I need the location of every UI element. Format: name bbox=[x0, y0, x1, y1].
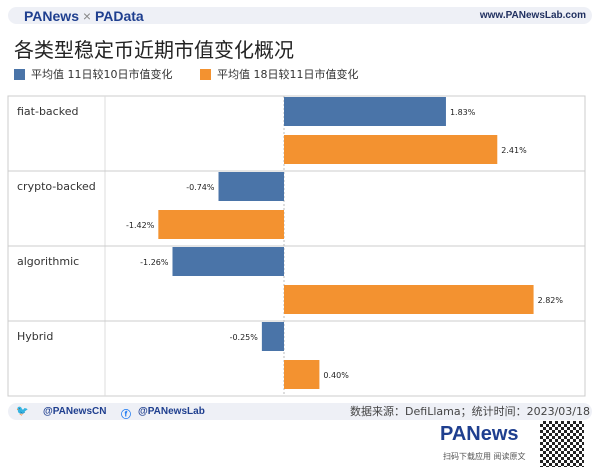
data-label: 0.40% bbox=[323, 371, 349, 380]
bar bbox=[172, 247, 284, 276]
legend-swatch bbox=[14, 68, 25, 80]
bar bbox=[284, 360, 320, 389]
chart-title: 各类型稳定币近期市值变化概况 bbox=[14, 38, 294, 62]
bar bbox=[284, 285, 534, 314]
logo2-text: PAData bbox=[94, 8, 144, 24]
data-label: 2.41% bbox=[501, 146, 527, 155]
bar bbox=[158, 210, 284, 239]
category-label: algorithmic bbox=[17, 255, 79, 268]
data-label: -0.25% bbox=[230, 333, 259, 342]
bar bbox=[261, 322, 284, 351]
category-label: Hybrid bbox=[17, 330, 53, 343]
category-label: fiat-backed bbox=[17, 105, 78, 118]
footer-bar: 🐦 @PANewsCN ⓕ @PANewsLab bbox=[8, 403, 592, 421]
logo-sep: × bbox=[82, 8, 92, 24]
bar bbox=[284, 97, 446, 126]
legend-item-2: 平均值 18日较11日市值变化 bbox=[200, 66, 359, 82]
qr-code[interactable] bbox=[540, 421, 584, 467]
data-label: 1.83% bbox=[450, 108, 476, 117]
data-label: -1.26% bbox=[140, 258, 169, 267]
legend-item-1: 平均值 11日较10日市值变化 bbox=[14, 66, 173, 82]
data-label: -1.42% bbox=[126, 221, 155, 230]
bar bbox=[218, 172, 284, 201]
scan-text: 扫码下载应用 阅读原文 bbox=[443, 452, 526, 461]
bar bbox=[284, 135, 498, 164]
site-url[interactable]: www.PANewsLab.com bbox=[479, 10, 586, 21]
brand-logo: PANews bbox=[440, 423, 519, 445]
logo: PANews × PAData bbox=[24, 8, 144, 24]
data-label: -0.74% bbox=[186, 183, 215, 192]
legend-label: 平均值 18日较11日市值变化 bbox=[217, 68, 359, 81]
twitter-icon: 🐦 bbox=[16, 406, 29, 417]
header-bar bbox=[8, 7, 592, 24]
legend-label: 平均值 11日较10日市值变化 bbox=[31, 68, 173, 81]
data-label: 2.82% bbox=[538, 296, 564, 305]
facebook-icon: ⓕ bbox=[121, 410, 131, 421]
logo-text: PANews bbox=[24, 8, 79, 24]
facebook-handle[interactable]: @PANewsLab bbox=[138, 406, 205, 417]
category-label: crypto-backed bbox=[17, 180, 96, 193]
twitter-handle[interactable]: @PANewsCN bbox=[43, 406, 107, 417]
legend-swatch bbox=[200, 68, 211, 80]
data-source: 数据来源：DefiLlama；统计时间：2023/03/18 bbox=[350, 405, 590, 418]
